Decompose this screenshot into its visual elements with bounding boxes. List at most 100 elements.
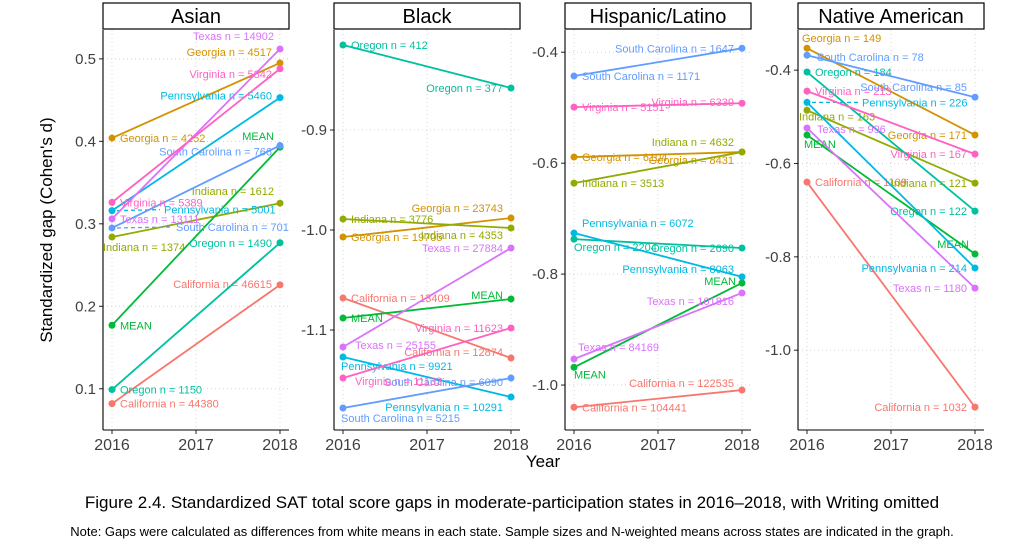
data-point: [507, 295, 515, 303]
trend-line: [573, 292, 743, 360]
state-label: South Carolina n = 6090: [384, 377, 503, 389]
state-label: Texas n = 14902: [193, 31, 274, 43]
data-point: [507, 393, 515, 401]
y-tick-label: 0.4: [75, 133, 96, 150]
state-label: Indiana n = 4353: [421, 230, 503, 242]
state-label: Oregon n = 122: [890, 206, 967, 218]
trend-line: [342, 327, 512, 379]
x-tick-label: 2017: [640, 437, 676, 454]
data-point: [276, 281, 284, 289]
data-point: [803, 178, 811, 186]
data-point: [108, 198, 116, 206]
data-point: [738, 148, 746, 156]
data-point: [507, 374, 515, 382]
data-point: [971, 284, 979, 292]
state-label: Indiana n = 3513: [582, 178, 664, 190]
state-label: Indiana n = 3776: [351, 214, 433, 226]
state-label: Texas n = 1180: [893, 283, 967, 295]
state-label: South Carolina n = 1647: [615, 43, 734, 55]
data-point: [507, 214, 515, 222]
state-label: Texas n = 84169: [578, 342, 659, 354]
data-point: [570, 235, 578, 243]
state-label: Virginia n = 5389: [120, 197, 203, 209]
trend-line: [806, 101, 976, 269]
state-label: Indiana n = 1612: [192, 186, 274, 198]
state-label: Virginia n = 5151: [582, 102, 665, 114]
data-point: [971, 131, 979, 139]
data-point: [276, 65, 284, 73]
data-point: [507, 324, 515, 332]
data-point: [507, 244, 515, 252]
data-point: [108, 400, 116, 408]
data-point: [276, 141, 284, 149]
data-point: [339, 215, 347, 223]
data-point: [339, 374, 347, 382]
state-label: Oregon n = 1490: [189, 238, 272, 250]
trend-line: [573, 151, 743, 158]
data-point: [108, 215, 116, 223]
trend-line: [342, 297, 512, 359]
state-label: Texas n = 996: [817, 124, 886, 136]
data-point: [971, 179, 979, 187]
state-label: Texas n = 25155: [355, 340, 436, 352]
state-label: California n = 44380: [120, 399, 219, 411]
data-point: [803, 68, 811, 76]
state-label: MEAN: [351, 313, 383, 325]
data-point: [738, 386, 746, 394]
y-tick-label: 0.5: [75, 51, 96, 68]
state-label: Pennsylvania n = 8063: [622, 264, 734, 276]
state-label: California n = 12874: [404, 347, 503, 359]
data-point: [570, 355, 578, 363]
data-point: [339, 343, 347, 351]
data-point: [803, 87, 811, 95]
state-label: Pennsylvania n = 214: [862, 263, 968, 275]
data-point: [339, 41, 347, 49]
data-point: [971, 264, 979, 272]
x-tick-label: 2016: [556, 437, 592, 454]
y-tick-label: -0.6: [765, 155, 791, 172]
data-point: [738, 273, 746, 281]
state-label: South Carolina n = 701: [176, 222, 289, 234]
trend-line: [342, 356, 512, 398]
state-label: Pennsylvania n = 5460: [160, 91, 272, 103]
trend-line: [806, 71, 976, 212]
trend-line: [806, 54, 976, 99]
trend-line: [806, 181, 976, 408]
axis-title-x: Year: [526, 452, 561, 471]
state-label: MEAN: [937, 239, 969, 251]
state-label: Oregon n = 412: [351, 40, 428, 52]
y-tick-label: -1.0: [532, 377, 558, 394]
trend-line: [111, 202, 281, 238]
state-label: Oregon n = 1150: [120, 385, 202, 397]
data-point: [803, 124, 811, 132]
x-tick-label: 2017: [409, 437, 445, 454]
data-point: [276, 239, 284, 247]
y-tick-label: -0.6: [532, 155, 558, 172]
x-tick-label: 2017: [178, 437, 214, 454]
state-label: Virginia n = 6339: [651, 97, 734, 109]
state-label: Texas n = 101816: [647, 296, 734, 308]
state-label: Indiana n = 1374: [103, 242, 185, 254]
y-tick-label: 0.2: [75, 298, 96, 315]
data-point: [738, 244, 746, 252]
data-point: [971, 150, 979, 158]
trend-line: [342, 218, 512, 229]
trend-line: [573, 102, 743, 109]
y-tick-label: -1.1: [301, 322, 327, 339]
data-point: [570, 179, 578, 187]
x-tick-label: 2016: [325, 437, 361, 454]
trend-line: [342, 44, 512, 89]
state-label: Virginia n = 213: [815, 86, 892, 98]
data-point: [108, 134, 116, 142]
label-leader-line: [116, 226, 173, 229]
state-label: Oregon n = 184: [815, 67, 892, 79]
data-point: [339, 294, 347, 302]
state-label: California n = 1032: [874, 402, 967, 414]
data-point: [738, 99, 746, 107]
trend-line: [342, 247, 512, 348]
y-tick-label: 0.1: [75, 381, 96, 398]
state-label: Virginia n = 11623: [415, 323, 503, 335]
state-label: MEAN: [120, 320, 152, 332]
state-label: California n = 46615: [173, 279, 272, 291]
